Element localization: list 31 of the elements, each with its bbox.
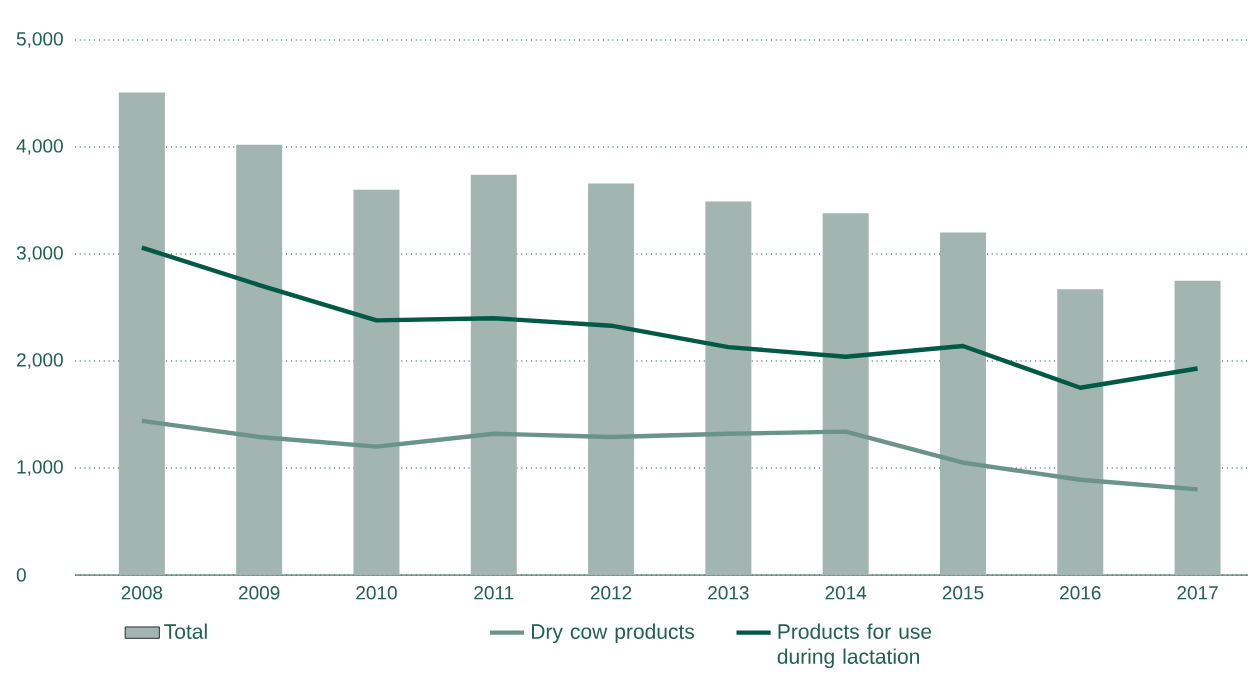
bar: [822, 213, 869, 575]
legend-label: Total: [164, 623, 207, 639]
x-tick-label: 2014: [825, 586, 867, 600]
bar: [353, 189, 400, 575]
x-tick-label: 2010: [356, 586, 397, 600]
x-tick-label: 2016: [1060, 586, 1101, 600]
bar: [939, 232, 986, 575]
x-tick-label: 2015: [942, 586, 984, 600]
bar: [1174, 280, 1221, 575]
y-tick-label: 2,000: [17, 353, 63, 369]
x-tick-label: 2017: [1177, 586, 1218, 600]
x-tick-label: 2011: [474, 586, 514, 600]
y-tick-label: 1,000: [17, 460, 63, 476]
bar: [236, 144, 283, 575]
x-tick-label: 2008: [121, 586, 163, 600]
bar: [470, 174, 517, 575]
legend-label: Dry cow products: [532, 623, 695, 644]
bar: [705, 201, 752, 575]
y-tick-label: 5,000: [16, 32, 63, 48]
x-tick-label: 2009: [238, 586, 280, 600]
y-tick-label: 4,000: [16, 139, 63, 155]
x-tick-label: 2013: [708, 586, 749, 600]
bar: [1057, 289, 1104, 575]
bar: [588, 183, 635, 575]
bar: [118, 92, 165, 575]
line-series: [139, 418, 1200, 492]
x-tick-label: 2012: [590, 586, 632, 600]
y-tick-label: 3,000: [16, 246, 63, 262]
y-tick-label: 0: [16, 568, 26, 582]
legend-label: Products for use during lactation: [777, 623, 932, 669]
line-series: [139, 245, 1200, 390]
